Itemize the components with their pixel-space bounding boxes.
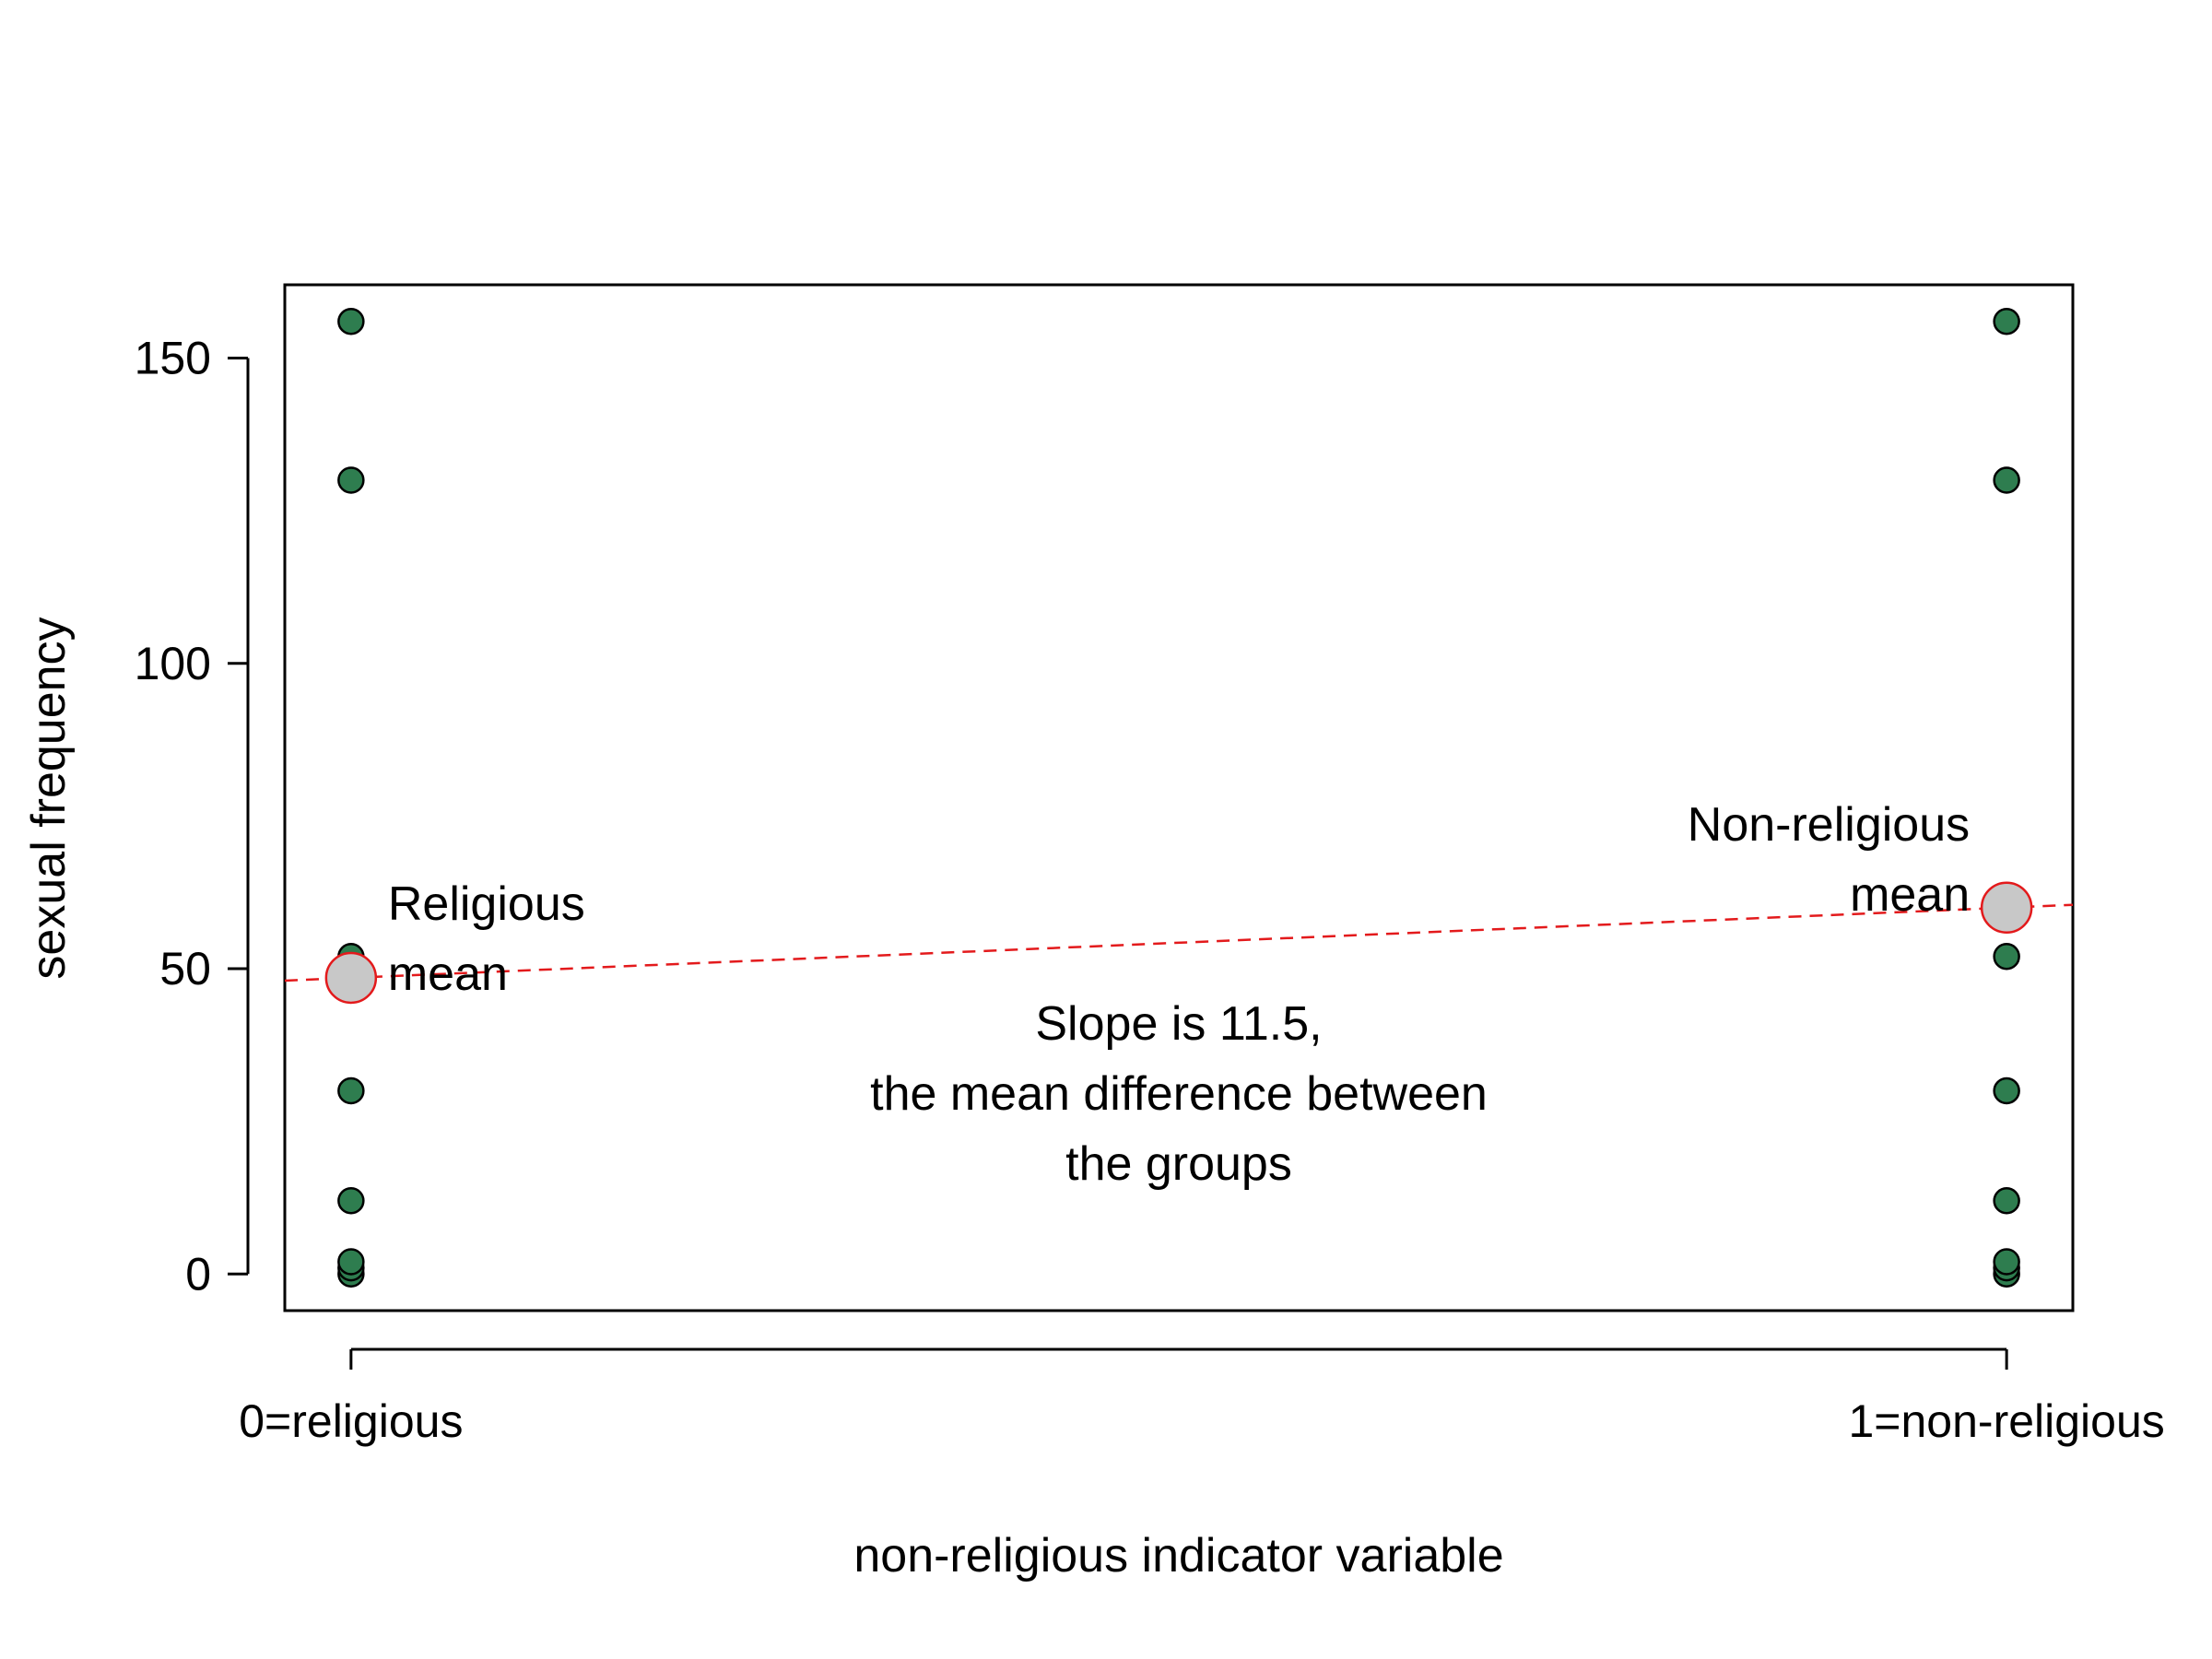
data-point [1993,1248,2020,1276]
data-points [337,308,2020,1288]
data-point [337,466,365,494]
group-mean-marker [1980,881,2033,934]
y-tick-label: 50 [159,943,211,994]
data-point [337,1077,365,1105]
x-tick-label: 0=religious [239,1395,463,1447]
data-point [337,1248,365,1276]
slope-annotation: Slope is 11.5, the mean difference betwee… [870,997,1488,1191]
regression-line [284,903,2074,982]
data-point [1993,308,2020,335]
group-mean-marker [324,951,378,1005]
non-religious-mean-label: Non-religious mean [1688,798,1970,922]
x-tick-label: 1=non-religious [1848,1395,2164,1447]
x-axis-title: non-religious indicator variable [853,1529,1503,1583]
data-point [1993,1187,2020,1215]
y-tick-label: 150 [135,333,211,384]
data-point [1993,1077,2020,1105]
x-axis: 0=religious 1=non-religious [239,1347,2165,1447]
group-means [324,881,2033,1005]
y-axis-title: sexual frequency [22,617,76,979]
data-point [337,1187,365,1215]
data-point [1993,466,2020,494]
mean-labels: Religious mean Non-religious mean [388,798,1970,1001]
y-axis: 0 50 100 150 [135,333,250,1300]
y-tick-label: 0 [185,1248,211,1300]
data-point [337,308,365,335]
data-point [1993,943,2020,971]
y-tick-label: 100 [135,638,211,689]
plot-frame [283,283,2075,1312]
religious-mean-label: Religious mean [388,877,585,1001]
regression-line-layer [284,903,2074,982]
